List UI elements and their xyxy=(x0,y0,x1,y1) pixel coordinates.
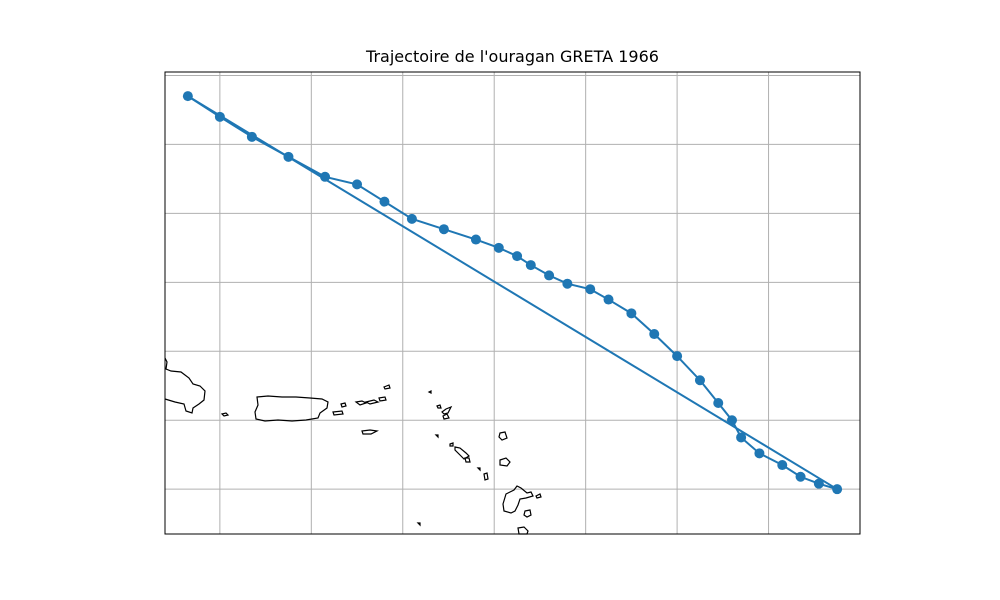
track-point xyxy=(352,179,363,190)
track-point xyxy=(320,171,331,182)
coast-st-barth xyxy=(441,405,453,415)
track-point xyxy=(649,329,660,340)
track-point xyxy=(406,213,417,224)
coast-antigua xyxy=(498,431,508,441)
track-point xyxy=(585,284,596,295)
coast-nevis xyxy=(449,442,454,447)
track-point xyxy=(777,460,788,471)
coast-st-croix xyxy=(361,429,379,435)
track-point xyxy=(470,234,481,245)
coast-virgin-islands xyxy=(354,384,391,406)
coast-aves xyxy=(416,522,421,527)
track-point xyxy=(525,260,536,271)
track-point xyxy=(694,375,705,386)
track-point xyxy=(544,270,555,281)
track-point xyxy=(813,478,824,489)
track-point xyxy=(562,278,573,289)
coast-culebra xyxy=(340,402,347,408)
track-point xyxy=(736,432,747,443)
coast-marie-galante xyxy=(476,467,481,472)
track-point xyxy=(832,484,843,495)
coast-les-saintes xyxy=(535,493,542,499)
track-point xyxy=(672,351,683,362)
coast-dominica xyxy=(502,485,534,514)
track-point xyxy=(512,251,523,262)
coast-hispaniola xyxy=(164,357,206,414)
track-point xyxy=(379,196,390,207)
track-point xyxy=(626,308,637,319)
track-point xyxy=(713,397,724,408)
track-point xyxy=(493,242,504,253)
coast-guadeloupe xyxy=(499,457,511,467)
track-point xyxy=(754,448,765,459)
coastlines xyxy=(164,357,542,535)
map-frame xyxy=(164,71,861,535)
chart-title: Trajectoire de l'ouragan GRETA 1966 xyxy=(366,47,659,66)
coast-martinique xyxy=(523,509,532,518)
hurricane-track xyxy=(182,91,843,495)
coast-puerto-rico xyxy=(254,395,329,422)
coast-redonda xyxy=(464,457,471,463)
coast-mona xyxy=(220,412,230,417)
coast-desirade xyxy=(483,472,489,481)
coast-st-kitts xyxy=(434,434,439,439)
track-point xyxy=(795,471,806,482)
track-point xyxy=(438,224,449,235)
coast-st-lucia xyxy=(517,526,529,535)
track-point xyxy=(283,151,294,162)
coast-anguilla xyxy=(427,390,432,394)
coast-montserrat xyxy=(454,446,470,460)
track-point xyxy=(246,131,257,142)
track-point xyxy=(726,415,737,426)
track-point xyxy=(182,91,193,102)
coast-st-martin xyxy=(436,404,442,409)
track-point xyxy=(603,294,614,305)
gridlines xyxy=(165,72,860,534)
coast-vieques xyxy=(332,410,344,416)
coast-barbuda xyxy=(442,413,450,420)
track-point xyxy=(214,111,225,122)
